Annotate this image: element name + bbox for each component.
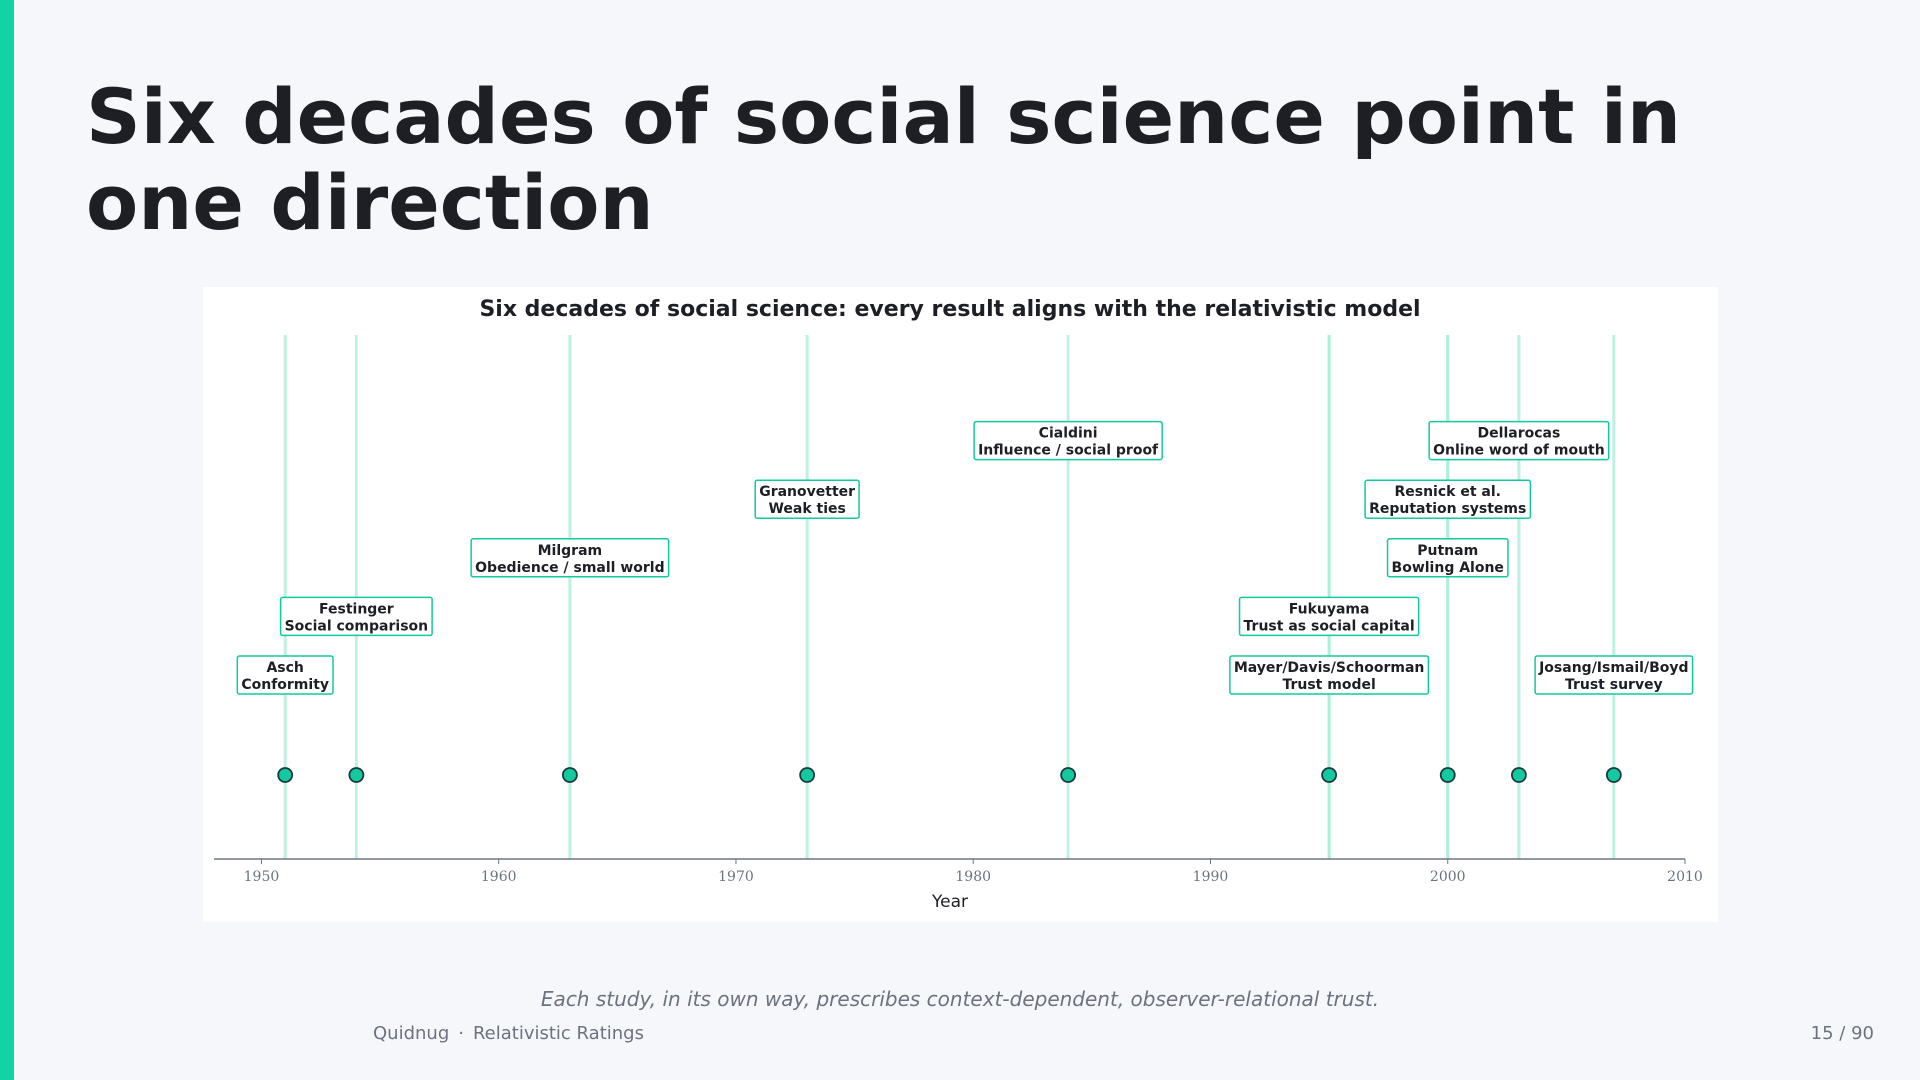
footer-deck-title: Relativistic Ratings xyxy=(472,1023,644,1044)
event-topic: Influence / social proof xyxy=(978,443,1159,459)
timeline-chart: Six decades of social science: every res… xyxy=(203,287,1718,922)
event-topic: Weak ties xyxy=(768,501,845,517)
event-author: Festinger xyxy=(319,601,394,617)
event-label-box xyxy=(1238,596,1420,637)
event-author: Putnam xyxy=(1417,543,1478,559)
event-author: Cialdini xyxy=(1039,426,1098,442)
footer-brand: Quidnug xyxy=(373,1023,450,1044)
event-topic: Reputation systems xyxy=(1369,501,1526,517)
event-label-box xyxy=(1428,420,1610,461)
timeline-chart-svg: Six decades of social science: every res… xyxy=(214,297,1703,912)
slide-title: Six decades of social science point in o… xyxy=(86,72,1682,247)
x-ticks: 1950 1960 1970 1980 1990 2000 2010 xyxy=(244,859,1703,885)
event-topic: Trust as social capital xyxy=(1244,618,1415,634)
event-point xyxy=(1605,767,1622,783)
event-author: Fukuyama xyxy=(1289,601,1370,617)
event-label-box xyxy=(973,420,1163,461)
event-author: Mayer/Davis/Schoorman xyxy=(1234,660,1425,676)
event-topic: Social comparison xyxy=(285,618,429,634)
event-label-box xyxy=(1229,655,1430,695)
slide-caption: Each study, in its own way, prescribes c… xyxy=(540,987,1380,1011)
event-author: Milgram xyxy=(538,543,603,559)
event-label-box xyxy=(279,596,433,637)
event-label-box xyxy=(470,538,670,578)
x-tick-label: 2010 xyxy=(1667,869,1703,885)
event-label-box xyxy=(1534,655,1694,695)
event-topic: Online word of mouth xyxy=(1433,443,1605,459)
event-point xyxy=(277,767,294,783)
event-author: Granovetter xyxy=(759,484,855,500)
chart-title: Six decades of social science: every res… xyxy=(479,297,1420,322)
event-point xyxy=(1060,767,1077,783)
event-label-box xyxy=(754,479,860,519)
event-point xyxy=(561,767,578,783)
event-author: Resnick et al. xyxy=(1394,484,1500,500)
event-point xyxy=(1511,767,1527,783)
event-author: Josang/Ismail/Boyd xyxy=(1538,660,1688,676)
event-author: Asch xyxy=(266,660,303,676)
event-label-box xyxy=(236,655,334,695)
footer: Quidnug · Relativistic Ratings xyxy=(373,1023,644,1044)
x-tick-label: 2000 xyxy=(1430,869,1466,885)
x-axis-label: Year xyxy=(931,892,968,912)
event-topic: Conformity xyxy=(241,677,329,693)
x-tick-label: 1970 xyxy=(718,869,754,885)
x-tick-label: 1980 xyxy=(955,869,991,885)
x-tick-label: 1960 xyxy=(481,869,517,885)
x-tick-label: 1990 xyxy=(1193,869,1229,885)
event-label-box xyxy=(1386,538,1509,578)
event-topic: Bowling Alone xyxy=(1392,560,1504,576)
page-number: 15 / 90 xyxy=(1810,1023,1874,1044)
event-label: Resnick et al.Reputation systems xyxy=(1364,479,1532,519)
footer-separator: · xyxy=(458,1023,464,1044)
event-point xyxy=(1439,767,1456,783)
event-points xyxy=(277,767,1622,783)
event-topic: Trust survey xyxy=(1565,677,1663,693)
event-label-box xyxy=(1364,479,1532,519)
event-topic: Trust model xyxy=(1282,677,1375,693)
accent-bar xyxy=(0,0,14,1080)
event-author: Dellarocas xyxy=(1478,426,1561,442)
event-topic: Obedience / small world xyxy=(475,560,664,576)
x-tick-label: 1950 xyxy=(244,869,280,885)
event-point xyxy=(348,767,365,783)
event-point xyxy=(1321,767,1338,783)
event-point xyxy=(799,767,816,783)
